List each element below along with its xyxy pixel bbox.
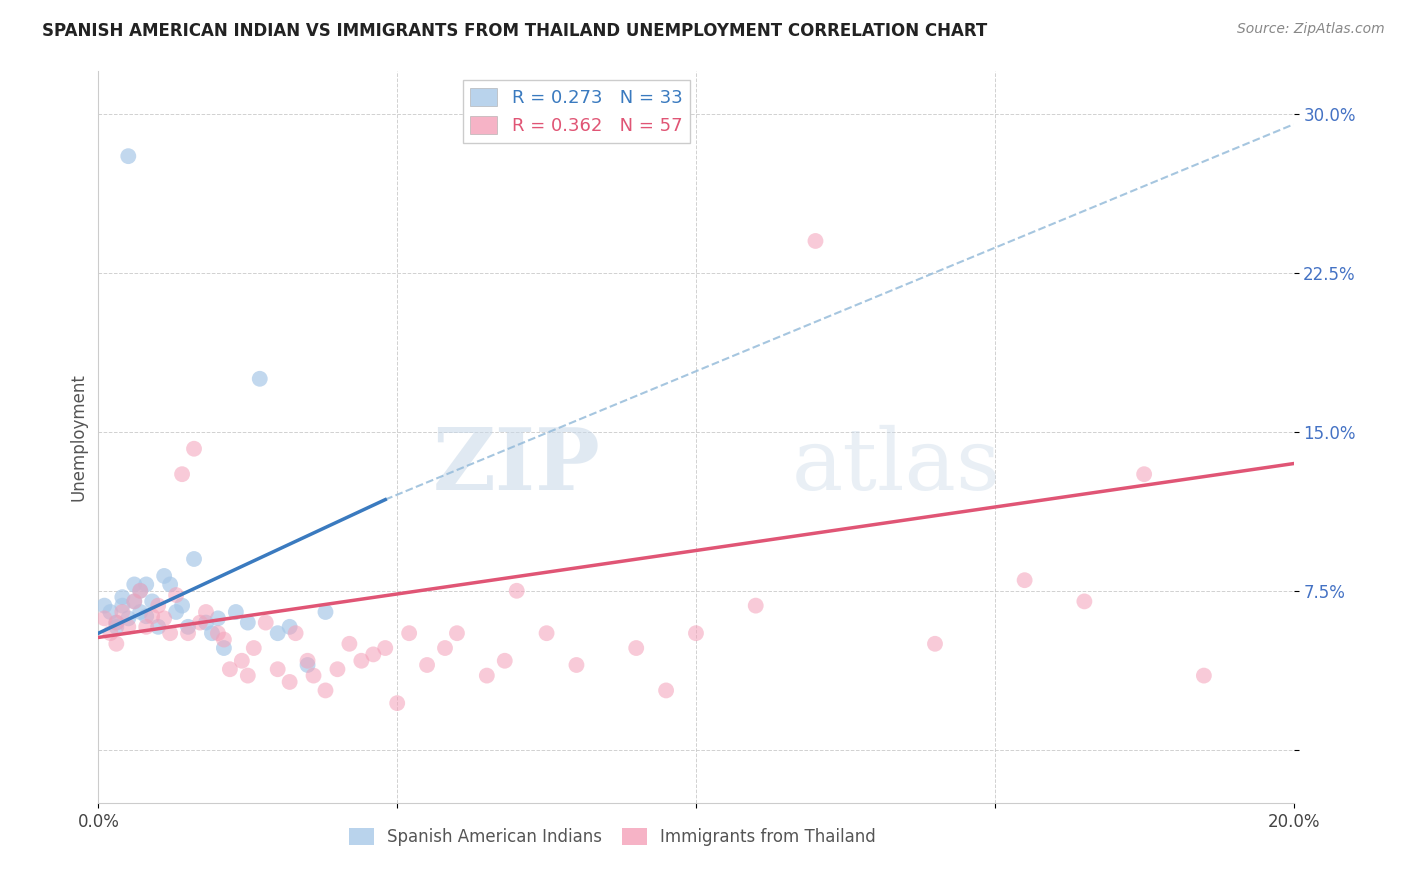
- Point: [267, 626, 290, 640]
- Point: [98, 605, 122, 619]
- Point: [129, 583, 152, 598]
- Point: [249, 372, 271, 386]
- Point: [111, 605, 134, 619]
- Point: [153, 611, 176, 625]
- Point: [183, 442, 205, 456]
- Point: [124, 594, 146, 608]
- Point: [141, 594, 163, 608]
- Point: [685, 626, 707, 640]
- Point: [148, 620, 170, 634]
- Point: [117, 149, 139, 163]
- Point: [165, 588, 187, 602]
- Point: [385, 696, 409, 710]
- Point: [626, 640, 648, 655]
- Point: [315, 605, 337, 619]
- Point: [188, 615, 211, 630]
- Point: [434, 640, 457, 655]
- Point: [494, 654, 516, 668]
- Point: [117, 620, 139, 634]
- Text: atlas: atlas: [792, 425, 1001, 508]
- Point: [183, 552, 205, 566]
- Text: ZIP: ZIP: [433, 425, 600, 508]
- Point: [363, 648, 385, 662]
- Point: [159, 626, 181, 640]
- Point: [141, 609, 163, 624]
- Point: [284, 626, 307, 640]
- Point: [135, 620, 157, 634]
- Point: [105, 615, 128, 630]
- Point: [297, 658, 319, 673]
- Point: [207, 626, 229, 640]
- Point: [475, 668, 498, 682]
- Point: [536, 626, 558, 640]
- Point: [219, 662, 242, 676]
- Point: [1133, 467, 1156, 482]
- Y-axis label: Unemployment: Unemployment: [69, 373, 87, 501]
- Point: [804, 234, 827, 248]
- Point: [1073, 594, 1095, 608]
- Point: [398, 626, 420, 640]
- Point: [105, 620, 128, 634]
- Point: [745, 599, 768, 613]
- Point: [267, 662, 290, 676]
- Point: [231, 654, 253, 668]
- Point: [105, 615, 128, 630]
- Point: [124, 594, 146, 608]
- Legend: Spanish American Indians, Immigrants from Thailand: Spanish American Indians, Immigrants fro…: [342, 822, 883, 853]
- Point: [374, 640, 396, 655]
- Point: [326, 662, 349, 676]
- Point: [148, 599, 170, 613]
- Point: [135, 609, 157, 624]
- Point: [446, 626, 468, 640]
- Point: [105, 637, 128, 651]
- Point: [117, 611, 139, 625]
- Point: [416, 658, 439, 673]
- Point: [302, 668, 325, 682]
- Point: [225, 605, 247, 619]
- Point: [129, 605, 152, 619]
- Point: [236, 615, 259, 630]
- Point: [1192, 668, 1215, 682]
- Point: [212, 640, 235, 655]
- Point: [506, 583, 529, 598]
- Point: [93, 611, 115, 625]
- Text: Source: ZipAtlas.com: Source: ZipAtlas.com: [1237, 22, 1385, 37]
- Point: [129, 583, 152, 598]
- Point: [212, 632, 235, 647]
- Point: [93, 599, 115, 613]
- Point: [297, 654, 319, 668]
- Point: [236, 668, 259, 682]
- Point: [339, 637, 361, 651]
- Point: [124, 577, 146, 591]
- Point: [315, 683, 337, 698]
- Point: [111, 590, 134, 604]
- Point: [159, 577, 181, 591]
- Point: [565, 658, 588, 673]
- Text: SPANISH AMERICAN INDIAN VS IMMIGRANTS FROM THAILAND UNEMPLOYMENT CORRELATION CHA: SPANISH AMERICAN INDIAN VS IMMIGRANTS FR…: [42, 22, 987, 40]
- Point: [177, 620, 200, 634]
- Point: [350, 654, 373, 668]
- Point: [243, 640, 266, 655]
- Point: [165, 605, 187, 619]
- Point: [172, 467, 194, 482]
- Point: [201, 626, 224, 640]
- Point: [924, 637, 946, 651]
- Point: [172, 599, 194, 613]
- Point: [135, 577, 157, 591]
- Point: [207, 611, 229, 625]
- Point: [655, 683, 678, 698]
- Point: [195, 605, 218, 619]
- Point: [278, 675, 301, 690]
- Point: [153, 569, 176, 583]
- Point: [111, 599, 134, 613]
- Point: [177, 626, 200, 640]
- Point: [98, 626, 122, 640]
- Point: [1014, 573, 1036, 587]
- Point: [195, 615, 218, 630]
- Point: [278, 620, 301, 634]
- Point: [254, 615, 277, 630]
